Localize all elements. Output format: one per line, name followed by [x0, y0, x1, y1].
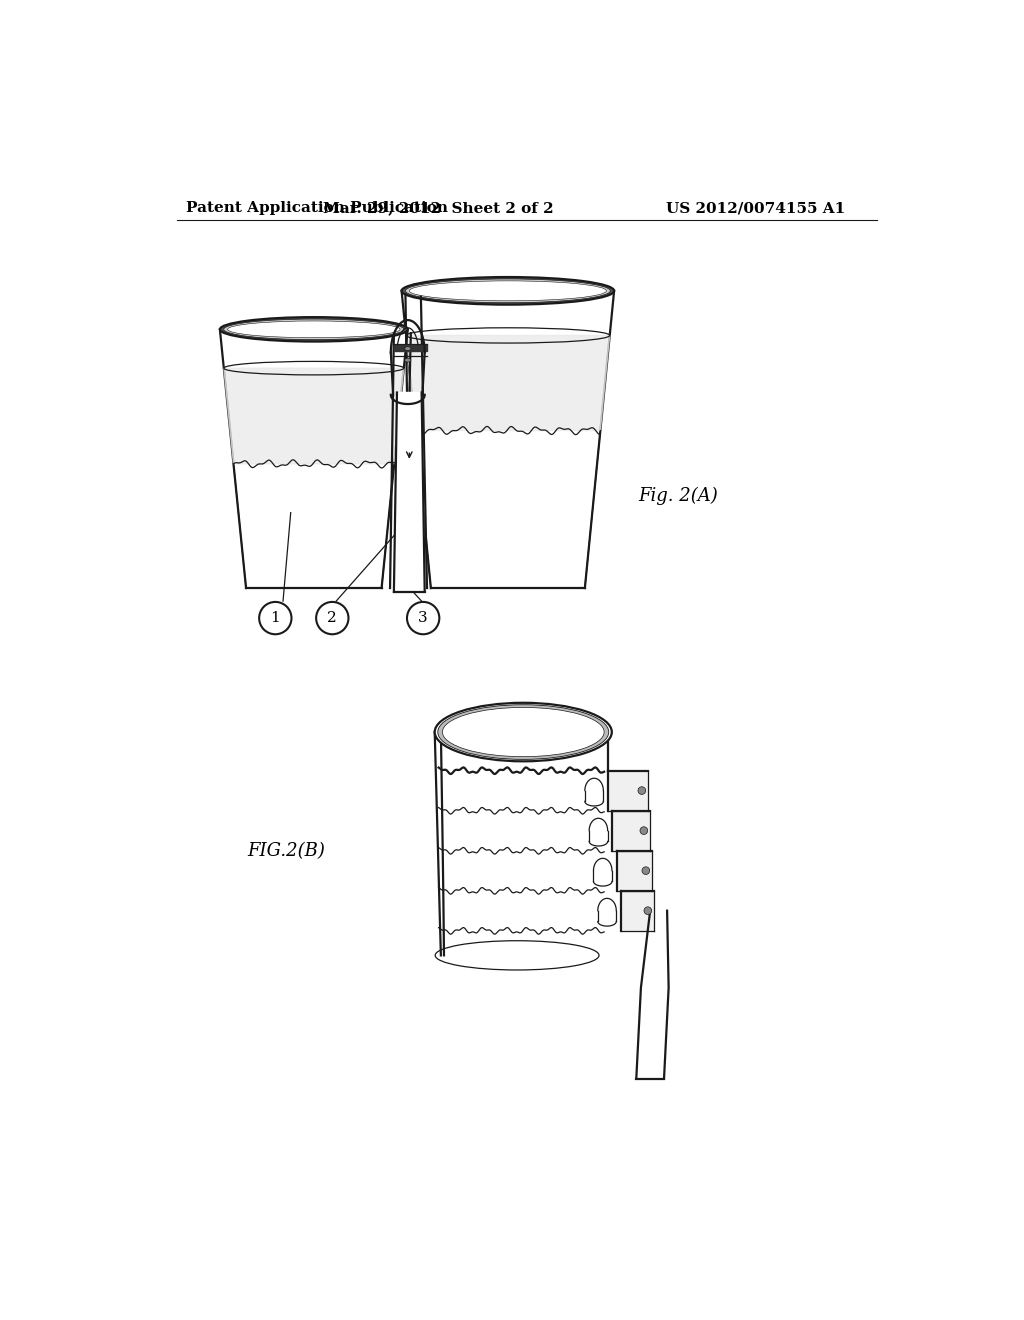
Text: Patent Application Publication: Patent Application Publication — [186, 202, 449, 215]
Circle shape — [638, 787, 646, 795]
Circle shape — [640, 826, 648, 834]
Text: 3: 3 — [419, 611, 428, 626]
Ellipse shape — [438, 705, 608, 759]
Text: FIG.2(B): FIG.2(B) — [248, 842, 326, 861]
Ellipse shape — [220, 317, 408, 342]
Ellipse shape — [227, 321, 400, 338]
Ellipse shape — [404, 347, 411, 351]
Circle shape — [407, 602, 439, 635]
Ellipse shape — [223, 319, 403, 339]
Polygon shape — [394, 392, 425, 591]
Polygon shape — [224, 368, 403, 463]
Ellipse shape — [401, 277, 614, 305]
Circle shape — [644, 907, 651, 915]
Ellipse shape — [406, 279, 610, 302]
Text: 1: 1 — [270, 611, 281, 626]
Ellipse shape — [435, 702, 611, 762]
Circle shape — [316, 602, 348, 635]
Polygon shape — [612, 810, 650, 850]
Polygon shape — [401, 290, 614, 589]
Polygon shape — [616, 850, 652, 891]
Text: Mar. 29, 2012  Sheet 2 of 2: Mar. 29, 2012 Sheet 2 of 2 — [324, 202, 554, 215]
Ellipse shape — [410, 281, 606, 301]
Polygon shape — [621, 891, 654, 931]
Text: 2: 2 — [328, 611, 337, 626]
Ellipse shape — [442, 708, 604, 756]
Polygon shape — [608, 771, 648, 810]
Circle shape — [259, 602, 292, 635]
Polygon shape — [406, 335, 609, 430]
Polygon shape — [394, 345, 427, 351]
Text: US 2012/0074155 A1: US 2012/0074155 A1 — [666, 202, 845, 215]
Circle shape — [642, 867, 649, 875]
Ellipse shape — [404, 358, 411, 362]
Text: Fig. 2(A): Fig. 2(A) — [639, 487, 719, 504]
Polygon shape — [220, 330, 408, 589]
